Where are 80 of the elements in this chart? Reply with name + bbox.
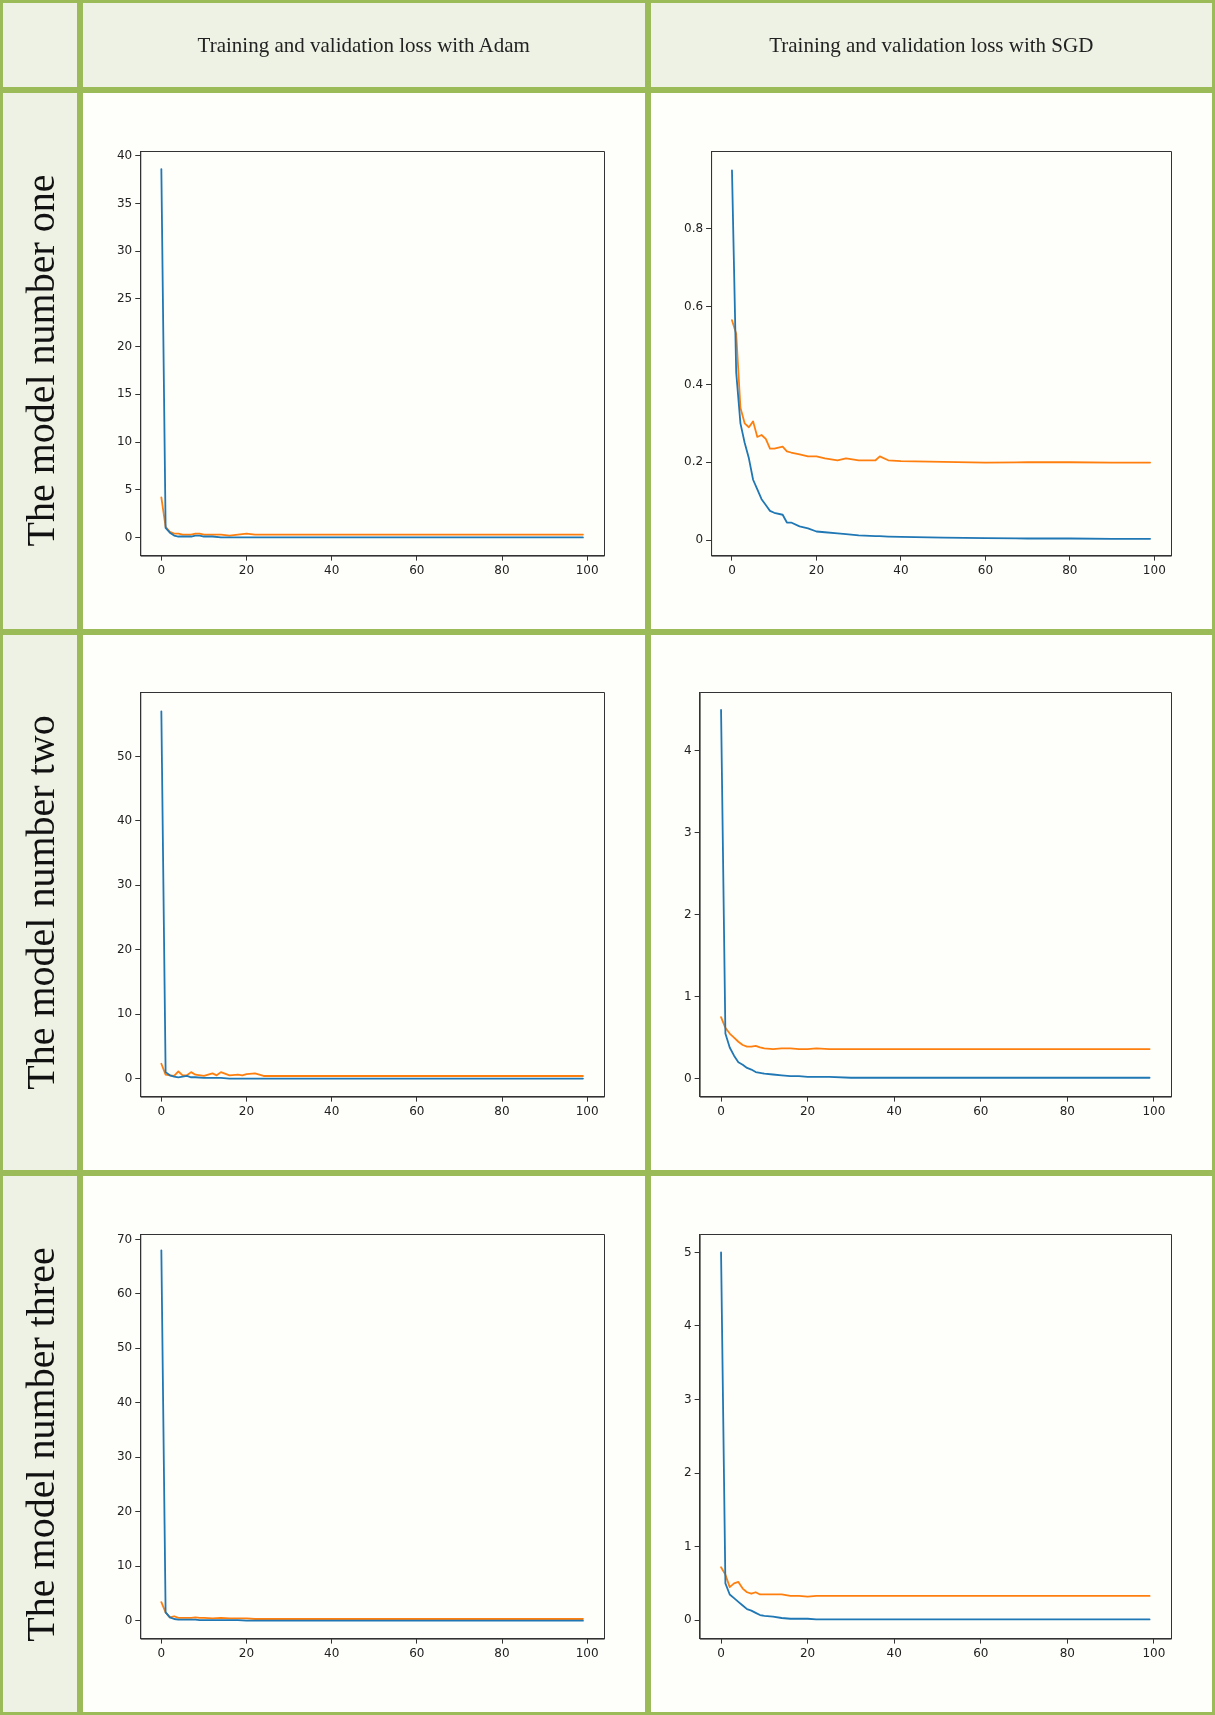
x-tick-label: 60 xyxy=(978,562,994,577)
y-tick-label: 40 xyxy=(116,813,133,828)
x-tick-label: 60 xyxy=(408,1104,425,1119)
y-tick-label: 40 xyxy=(116,147,133,162)
chart-title: Training and validation loss with SGD xyxy=(647,0,1215,90)
y-tick-label: 3 xyxy=(684,825,692,840)
y-tick-label: 50 xyxy=(116,749,133,764)
y-tick-label: 5 xyxy=(124,481,133,496)
y-tick-label: 30 xyxy=(116,1449,133,1464)
x-tick-label: 60 xyxy=(408,562,425,577)
y-tick-label: 30 xyxy=(116,877,133,892)
x-tick-label: 60 xyxy=(973,1646,989,1661)
y-tick-label: 15 xyxy=(116,386,133,401)
y-tick-label: 10 xyxy=(116,1558,133,1573)
x-tick-label: 40 xyxy=(323,1646,340,1661)
x-tick-label: 20 xyxy=(238,562,254,577)
chart-title: Training and validation loss with Adam xyxy=(80,0,648,90)
x-tick-label: 100 xyxy=(1142,1104,1166,1119)
y-tick-label: 10 xyxy=(116,1006,133,1021)
x-tick-label: 40 xyxy=(323,1104,340,1119)
y-tick-label: 20 xyxy=(116,1504,133,1518)
y-tick-label: 1 xyxy=(684,1538,692,1553)
y-tick-label: 30 xyxy=(116,243,133,258)
y-tick-label: 4 xyxy=(684,743,692,758)
y-tick-label: 0 xyxy=(684,1071,692,1086)
y-tick-label: 20 xyxy=(116,338,133,353)
x-tick-label: 0 xyxy=(157,562,165,577)
x-tick-label: 100 xyxy=(1142,1646,1166,1661)
y-tick-label: 25 xyxy=(116,290,133,305)
y-tick-label: 20 xyxy=(116,942,133,957)
x-tick-label: 0 xyxy=(717,1104,726,1119)
y-tick-label: 0 xyxy=(695,531,704,546)
x-tick-label: 20 xyxy=(238,1646,254,1661)
x-tick-label: 80 xyxy=(494,562,510,577)
y-tick-label: 0.4 xyxy=(684,376,704,391)
y-tick-label: 50 xyxy=(116,1340,133,1355)
y-tick-label: 0 xyxy=(124,1071,133,1086)
y-tick-label: 2 xyxy=(684,1465,692,1480)
x-tick-label: 0 xyxy=(728,562,737,577)
x-tick-label: 20 xyxy=(800,1646,816,1661)
y-tick-label: 5 xyxy=(684,1244,692,1259)
y-tick-label: 2 xyxy=(684,907,692,922)
x-tick-label: 80 xyxy=(494,1646,510,1661)
y-tick-label: 0.6 xyxy=(684,298,704,313)
x-tick-label: 100 xyxy=(575,1646,599,1661)
x-tick-label: 20 xyxy=(238,1104,254,1119)
x-tick-label: 80 xyxy=(1062,562,1078,577)
x-tick-label: 40 xyxy=(893,562,909,577)
x-tick-label: 60 xyxy=(408,1646,425,1661)
x-tick-label: 100 xyxy=(1143,562,1167,577)
x-tick-label: 80 xyxy=(1059,1646,1076,1661)
y-tick-label: 35 xyxy=(116,195,133,210)
x-tick-label: 20 xyxy=(809,562,825,577)
x-tick-label: 20 xyxy=(800,1104,816,1119)
y-tick-label: 10 xyxy=(116,434,133,448)
x-tick-label: 100 xyxy=(575,562,599,577)
x-tick-label: 60 xyxy=(973,1104,989,1119)
y-tick-label: 1 xyxy=(684,989,692,1004)
y-tick-label: 70 xyxy=(116,1231,133,1246)
y-tick-label: 0.2 xyxy=(684,454,704,469)
y-tick-label: 0 xyxy=(124,529,133,544)
x-tick-label: 100 xyxy=(575,1104,599,1119)
x-tick-label: 0 xyxy=(717,1646,726,1661)
x-tick-label: 80 xyxy=(494,1104,510,1119)
y-tick-label: 60 xyxy=(116,1286,133,1301)
y-tick-label: 0.8 xyxy=(684,220,704,235)
y-tick-label: 40 xyxy=(116,1395,133,1410)
y-tick-label: 0 xyxy=(684,1612,692,1627)
y-tick-label: 4 xyxy=(684,1318,692,1333)
text: The model number two xyxy=(16,715,64,1090)
text: The model number three xyxy=(16,1247,64,1642)
x-tick-label: 40 xyxy=(323,562,340,577)
x-tick-label: 0 xyxy=(157,1104,165,1119)
x-tick-label: 80 xyxy=(1059,1104,1076,1119)
y-tick-label: 0 xyxy=(124,1612,133,1627)
text: The model number one xyxy=(16,174,64,547)
x-tick-label: 40 xyxy=(886,1104,903,1119)
x-tick-label: 0 xyxy=(157,1646,165,1661)
x-tick-label: 40 xyxy=(886,1646,903,1661)
y-tick-label: 3 xyxy=(684,1391,692,1406)
